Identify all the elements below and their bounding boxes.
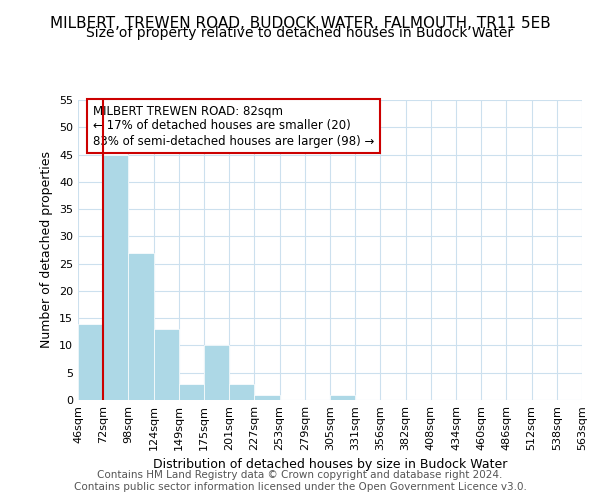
Bar: [204, 346, 229, 400]
Text: MILBERT, TREWEN ROAD, BUDOCK WATER, FALMOUTH, TR11 5EB: MILBERT, TREWEN ROAD, BUDOCK WATER, FALM…: [50, 16, 550, 31]
Bar: [78, 324, 103, 400]
Text: MILBERT TREWEN ROAD: 82sqm
← 17% of detached houses are smaller (20)
83% of semi: MILBERT TREWEN ROAD: 82sqm ← 17% of deta…: [93, 104, 374, 148]
Bar: [128, 252, 154, 400]
Bar: [330, 394, 355, 400]
Bar: [229, 384, 254, 400]
X-axis label: Distribution of detached houses by size in Budock Water: Distribution of detached houses by size …: [153, 458, 507, 471]
Text: Contains public sector information licensed under the Open Government Licence v3: Contains public sector information licen…: [74, 482, 526, 492]
Bar: [254, 394, 280, 400]
Text: Size of property relative to detached houses in Budock Water: Size of property relative to detached ho…: [86, 26, 514, 40]
Bar: [179, 384, 204, 400]
Y-axis label: Number of detached properties: Number of detached properties: [40, 152, 53, 348]
Bar: [154, 329, 179, 400]
Text: Contains HM Land Registry data © Crown copyright and database right 2024.: Contains HM Land Registry data © Crown c…: [97, 470, 503, 480]
Bar: [103, 154, 128, 400]
